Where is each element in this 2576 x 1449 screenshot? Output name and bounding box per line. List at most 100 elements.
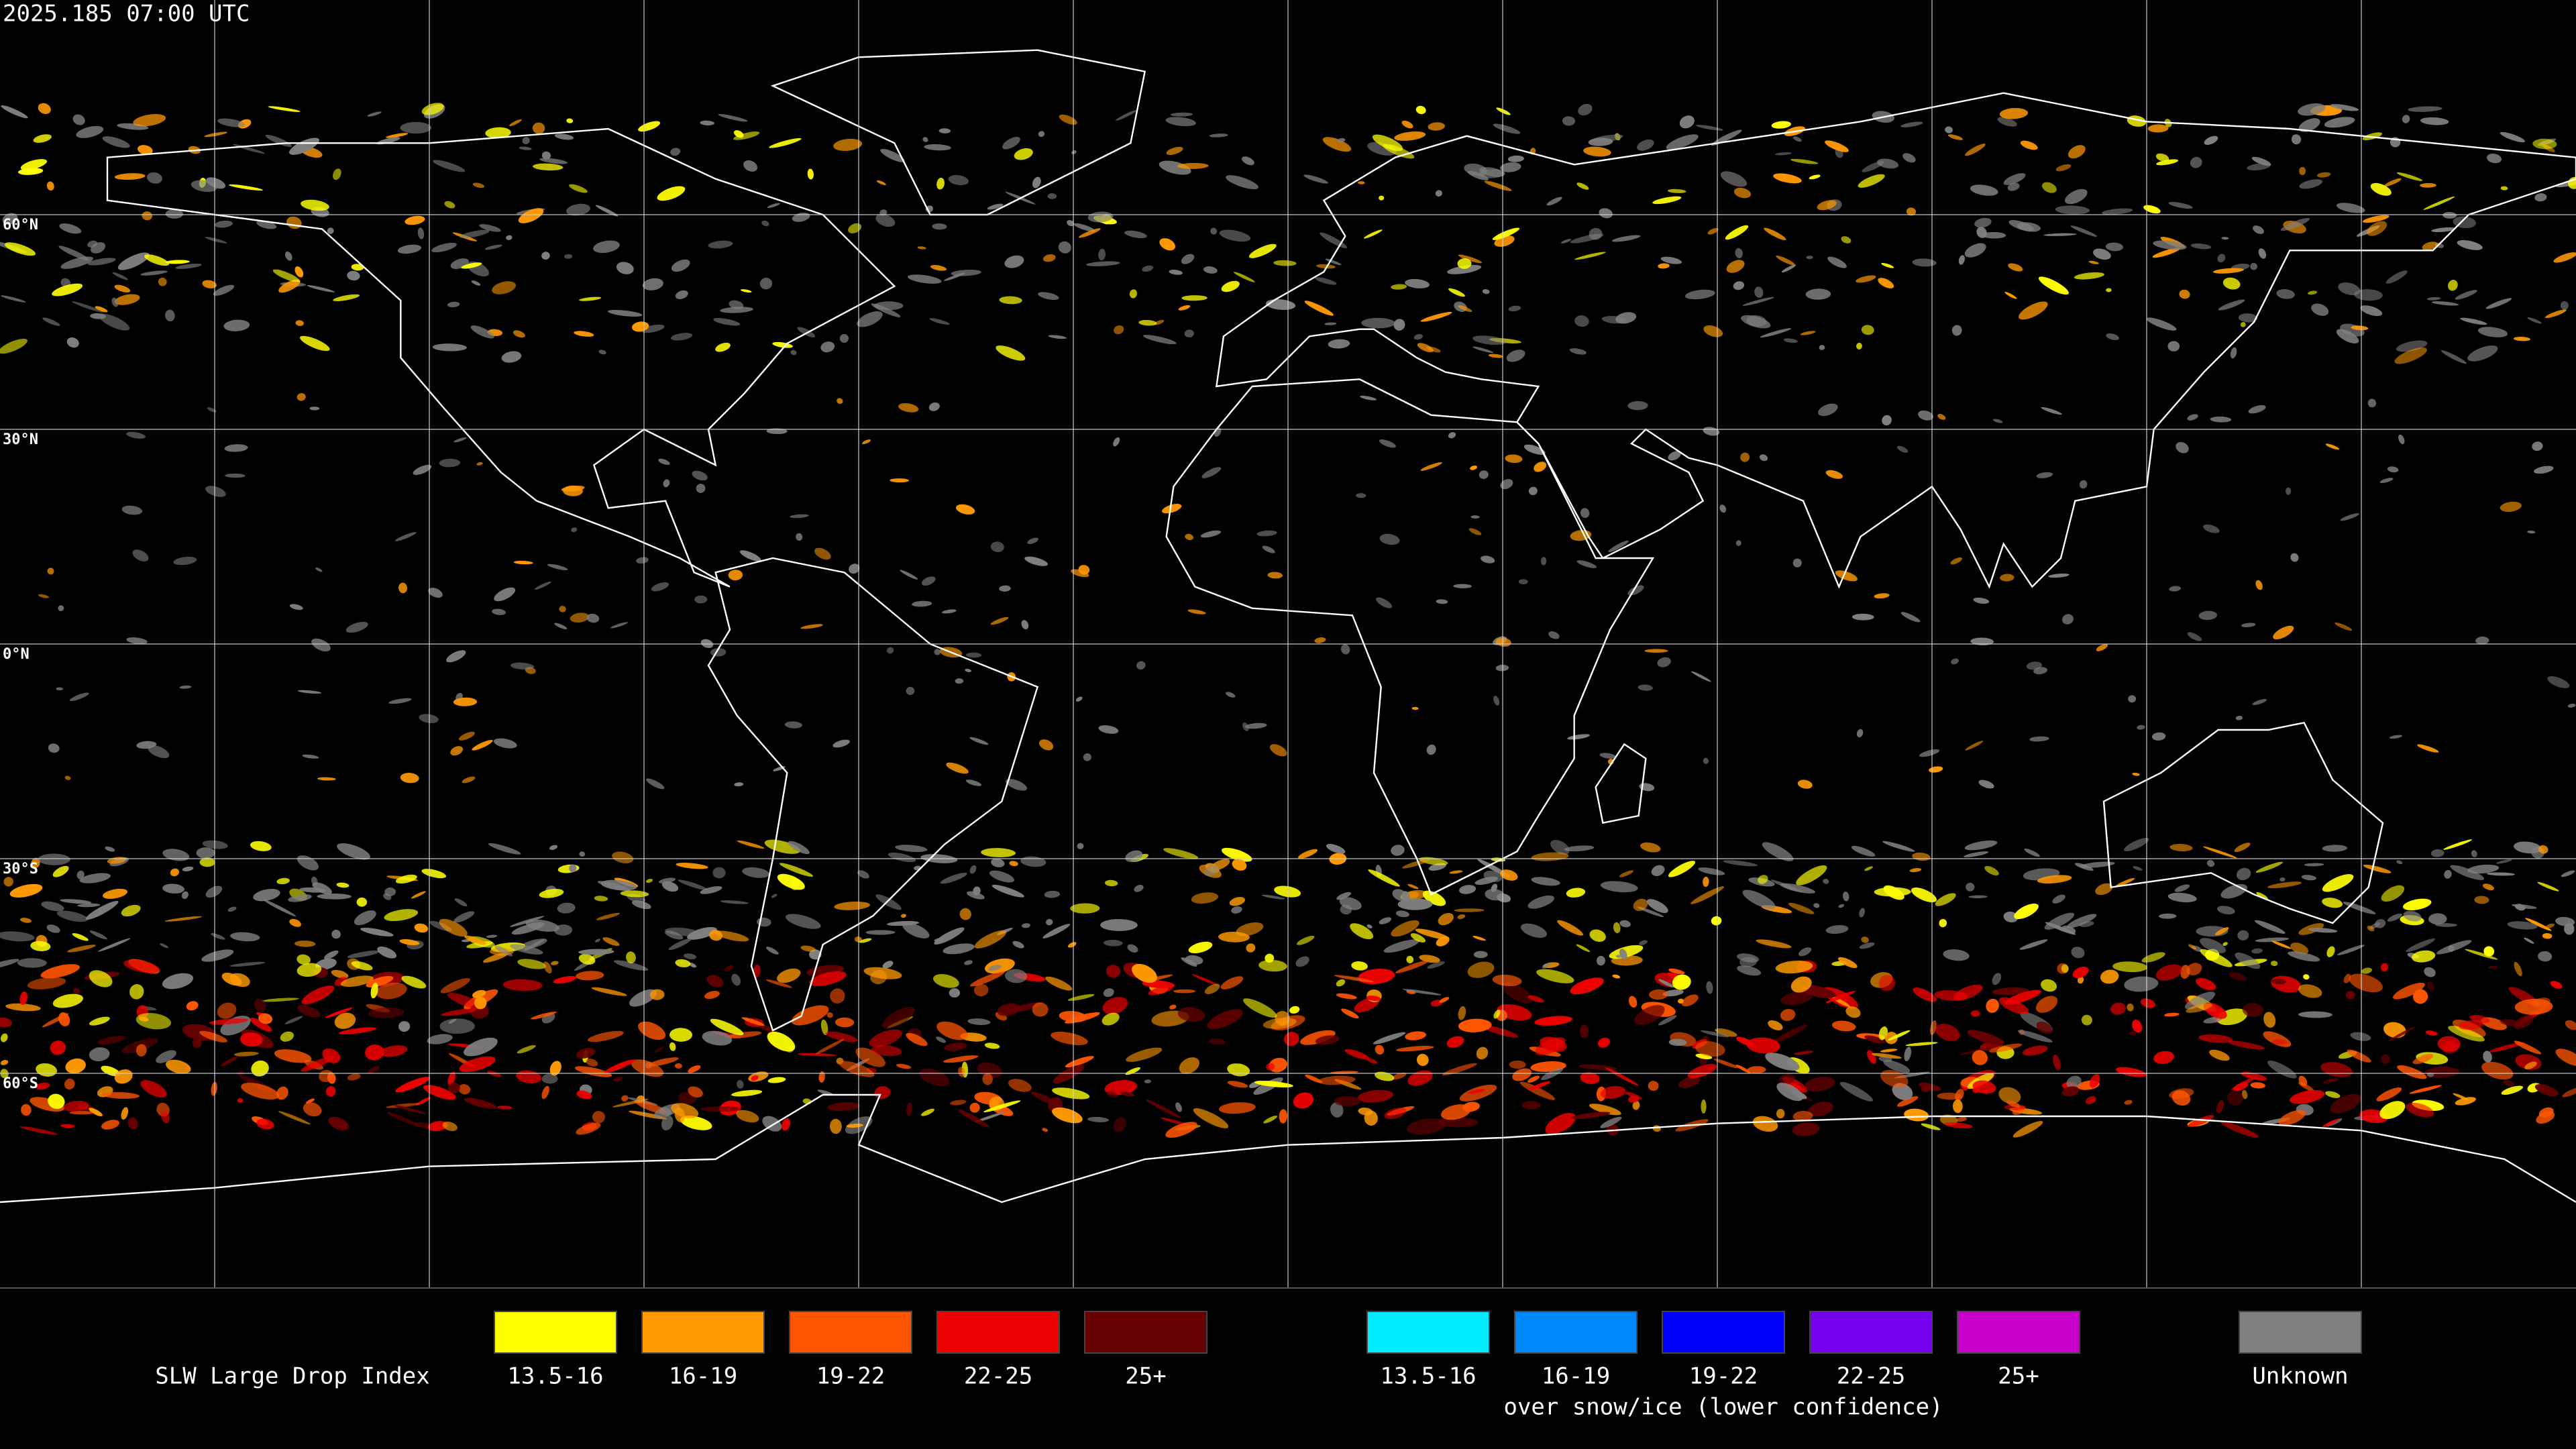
cloud-blob: [19, 1126, 58, 1135]
cloud-blob: [1947, 134, 1963, 140]
cloud-blob: [199, 857, 215, 867]
cloud-blob: [1545, 1112, 1576, 1134]
cloud-blob: [942, 609, 957, 614]
cloud-blob: [136, 1044, 147, 1057]
cloud-blob: [1707, 227, 1719, 235]
cloud-blob: [213, 284, 235, 296]
cloud-blob: [2273, 625, 2294, 640]
cloud-blob: [2290, 943, 2309, 955]
cloud-blob: [2417, 744, 2439, 753]
cloud-blob: [1939, 918, 1947, 928]
cloud-blob: [720, 307, 753, 313]
cloud-blob: [2, 213, 18, 225]
cloud-blob: [777, 873, 805, 890]
cloud-blob: [999, 296, 1022, 305]
cloud-blob: [718, 114, 748, 122]
cloud-blob: [1479, 167, 1505, 177]
cloud-blob: [2169, 586, 2182, 592]
cloud-blob: [2501, 1085, 2523, 1095]
cloud-blob: [1589, 134, 1623, 144]
cloud-blob: [2255, 580, 2263, 590]
cloud-blob: [1098, 725, 1119, 734]
cloud-blob: [940, 872, 967, 884]
cloud-blob: [2235, 715, 2243, 720]
cloud-blob: [1384, 1108, 1406, 1120]
cloud-blob: [2217, 254, 2226, 263]
cloud-blob: [1773, 173, 1802, 184]
cloud-blob: [1943, 949, 1970, 961]
cloud-blob: [1, 105, 28, 119]
cloud-blob: [1881, 262, 1894, 268]
cloud-blob: [2036, 472, 2053, 478]
cloud-blob: [1861, 325, 1874, 335]
cloud-blob: [1116, 110, 1137, 121]
cloud-blob: [302, 754, 319, 759]
cloud-blob: [276, 877, 290, 885]
cloud-blob: [1032, 1002, 1049, 1017]
cloud-blob: [626, 951, 636, 964]
cloud-blob: [990, 541, 1004, 553]
cloud-blob: [530, 1012, 557, 1020]
cloud-blob: [228, 184, 263, 191]
cloud-blob: [566, 203, 590, 216]
cloud-blob: [2553, 252, 2576, 263]
cloud-blob: [1045, 976, 1073, 991]
cloud-blob: [2322, 1119, 2339, 1128]
cloud-blob: [554, 623, 568, 630]
cloud-blob: [882, 961, 894, 969]
cloud-blob: [984, 1042, 1000, 1049]
cloud-blob: [2514, 998, 2553, 1015]
cloud-blob: [2286, 487, 2292, 495]
legend-swatch: [1662, 1311, 1785, 1354]
cloud-blob: [474, 996, 487, 1010]
cloud-blob: [48, 1093, 65, 1110]
cloud-blob: [1220, 976, 1244, 989]
cloud-blob: [423, 1085, 456, 1100]
cloud-blob: [1701, 1099, 1707, 1114]
cloud-blob: [1613, 922, 1621, 934]
cloud-blob: [1179, 1057, 1199, 1074]
cloud-blob: [1127, 944, 1138, 953]
cloud-blob: [1405, 278, 1430, 288]
cloud-blob: [780, 863, 814, 877]
cloud-blob: [317, 893, 352, 900]
cloud-blob: [929, 318, 950, 325]
cloud-blob: [297, 963, 322, 977]
cloud-blob: [405, 215, 425, 225]
cloud-blob: [453, 911, 475, 923]
cloud-blob: [386, 133, 409, 138]
cloud-blob: [2471, 850, 2477, 857]
cloud-blob: [1458, 1006, 1466, 1020]
cloud-blob: [1304, 301, 1334, 316]
cloud-blob: [2153, 1051, 2174, 1064]
cloud-blob: [1254, 1081, 1293, 1088]
cloud-blob: [849, 564, 860, 574]
cloud-blob: [921, 576, 936, 586]
cloud-blob: [421, 103, 444, 115]
cloud-blob: [140, 270, 168, 276]
cloud-blob: [1273, 260, 1297, 266]
cloud-blob: [541, 151, 551, 160]
cloud-blob: [865, 930, 896, 935]
cloud-blob: [2048, 574, 2070, 578]
cloud-blob: [2565, 1020, 2576, 1030]
cloud-blob: [127, 1117, 138, 1130]
cloud-blob: [2202, 846, 2237, 859]
cloud-blob: [395, 1077, 431, 1093]
cloud-blob: [1774, 152, 1792, 156]
cloud-blob: [1350, 923, 1374, 940]
cloud-blob: [1579, 1024, 1589, 1038]
cloud-blob: [969, 865, 977, 874]
cloud-blob: [1909, 868, 1922, 873]
cloud-blob: [1878, 1056, 1892, 1062]
cloud-blob: [982, 1073, 993, 1085]
cloud-blob: [95, 306, 108, 313]
cloud-blob: [2038, 276, 2069, 295]
cloud-blob: [250, 1018, 272, 1032]
cloud-blob: [1435, 190, 1442, 197]
cloud-blob: [1473, 951, 1488, 959]
cloud-blob: [2080, 861, 2115, 868]
cloud-blob: [2460, 317, 2487, 325]
cloud-blob: [554, 133, 574, 140]
cloud-blob: [576, 1122, 601, 1135]
